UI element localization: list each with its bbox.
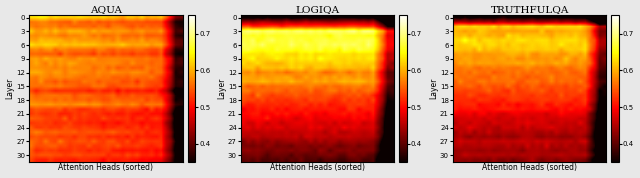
Y-axis label: Layer: Layer xyxy=(6,78,15,99)
Title: AQUA: AQUA xyxy=(90,6,122,15)
X-axis label: Attention Heads (sorted): Attention Heads (sorted) xyxy=(58,163,154,172)
Y-axis label: Layer: Layer xyxy=(429,78,438,99)
X-axis label: Attention Heads (sorted): Attention Heads (sorted) xyxy=(270,163,365,172)
Y-axis label: Layer: Layer xyxy=(218,78,227,99)
Title: TRUTHFULQA: TRUTHFULQA xyxy=(490,6,569,15)
X-axis label: Attention Heads (sorted): Attention Heads (sorted) xyxy=(482,163,577,172)
Title: LOGIQA: LOGIQA xyxy=(296,6,340,15)
